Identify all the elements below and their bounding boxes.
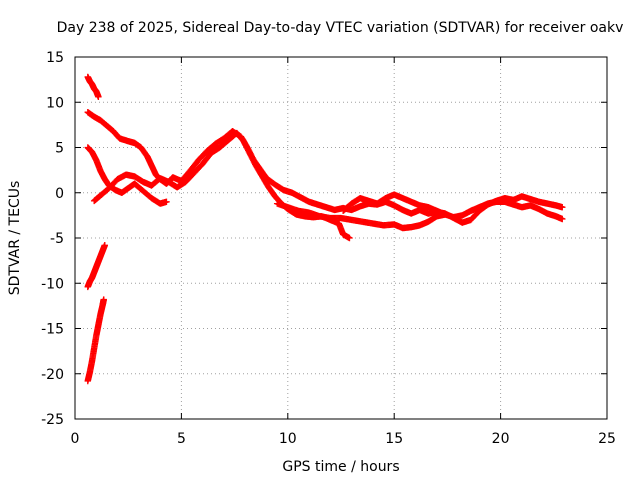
y-tick-label: -15 [41, 322, 64, 338]
series-track-f [84, 296, 107, 385]
data-point [163, 198, 170, 205]
series-track-h [339, 191, 566, 223]
y-tick-label: -25 [41, 412, 64, 428]
series-track-d [90, 129, 353, 242]
data-point [101, 242, 108, 249]
data-point [346, 234, 353, 242]
x-axis-label: GPS time / hours [282, 459, 399, 475]
x-tick-label: 25 [598, 431, 616, 447]
x-tick-label: 20 [492, 431, 510, 447]
data-markers [84, 73, 566, 385]
y-tick-label: -10 [41, 276, 64, 292]
y-axis-label: SDTVAR / TECUs [7, 181, 23, 296]
y-tick-label: 5 [55, 141, 64, 157]
series-track-e [84, 242, 108, 291]
series-track-g [273, 200, 449, 232]
series-track-b [84, 109, 566, 226]
series-track-a [84, 73, 102, 101]
x-tick-label: 0 [71, 431, 80, 447]
data-point [559, 215, 566, 223]
x-tick-label: 10 [279, 431, 297, 447]
y-tick-label: -5 [50, 231, 64, 247]
y-tick-label: 15 [46, 50, 64, 66]
axis-ticks: 0 5 10 15 20 25 -25 -20 -15 -10 -5 0 5 10 15 [41, 50, 616, 447]
data-point [100, 296, 107, 303]
grid-lines [75, 57, 607, 419]
x-tick-label: 15 [385, 431, 403, 447]
chart-title: Day 238 of 2025, Sidereal Day-to-day VTE… [57, 20, 624, 36]
y-tick-label: 10 [46, 95, 64, 111]
y-tick-label: 0 [55, 186, 64, 202]
y-tick-label: -20 [41, 367, 64, 383]
x-tick-label: 5 [177, 431, 186, 447]
data-point [95, 93, 102, 101]
data-point [559, 204, 566, 211]
